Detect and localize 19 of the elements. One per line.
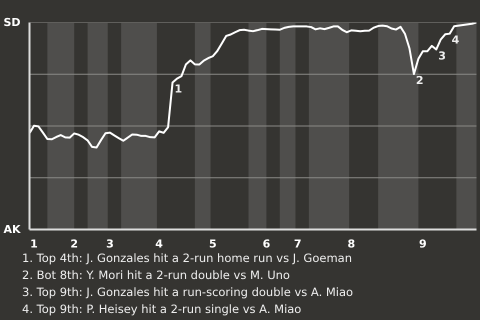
x-tick-label: 5: [208, 238, 217, 250]
text: 1. Top 4th: J. Gonzales hit a 2-run home run vs J. Goeman: [22, 251, 352, 265]
annotation: 3: [438, 49, 446, 62]
x-tick-label: 2: [70, 238, 78, 250]
x-tick-label: 1: [30, 238, 38, 250]
annotation: 2: [416, 74, 424, 88]
x-tick-label: 6: [262, 238, 271, 250]
text: AK: [3, 223, 21, 236]
x-tick-label: 8: [348, 238, 356, 250]
text: SD: [3, 16, 21, 29]
text: 3. Top 9th: J. Gonzales hit a run-scoring double vs A. Miao: [22, 285, 354, 299]
x-tick-label: 7: [294, 238, 302, 250]
x-tick-label: 4: [155, 238, 164, 250]
annotation: 4: [452, 34, 460, 47]
text: 2. Bot 8th: Y. Mori hit a 2-run double vs M. Uno: [22, 268, 290, 282]
x-tick-label: 9: [419, 238, 427, 250]
annotation: 1: [174, 82, 182, 96]
text: 4. Top 9th: P. Heisey hit a 2-run single vs A. Miao: [22, 302, 302, 316]
x-tick-label: 3: [106, 238, 114, 250]
